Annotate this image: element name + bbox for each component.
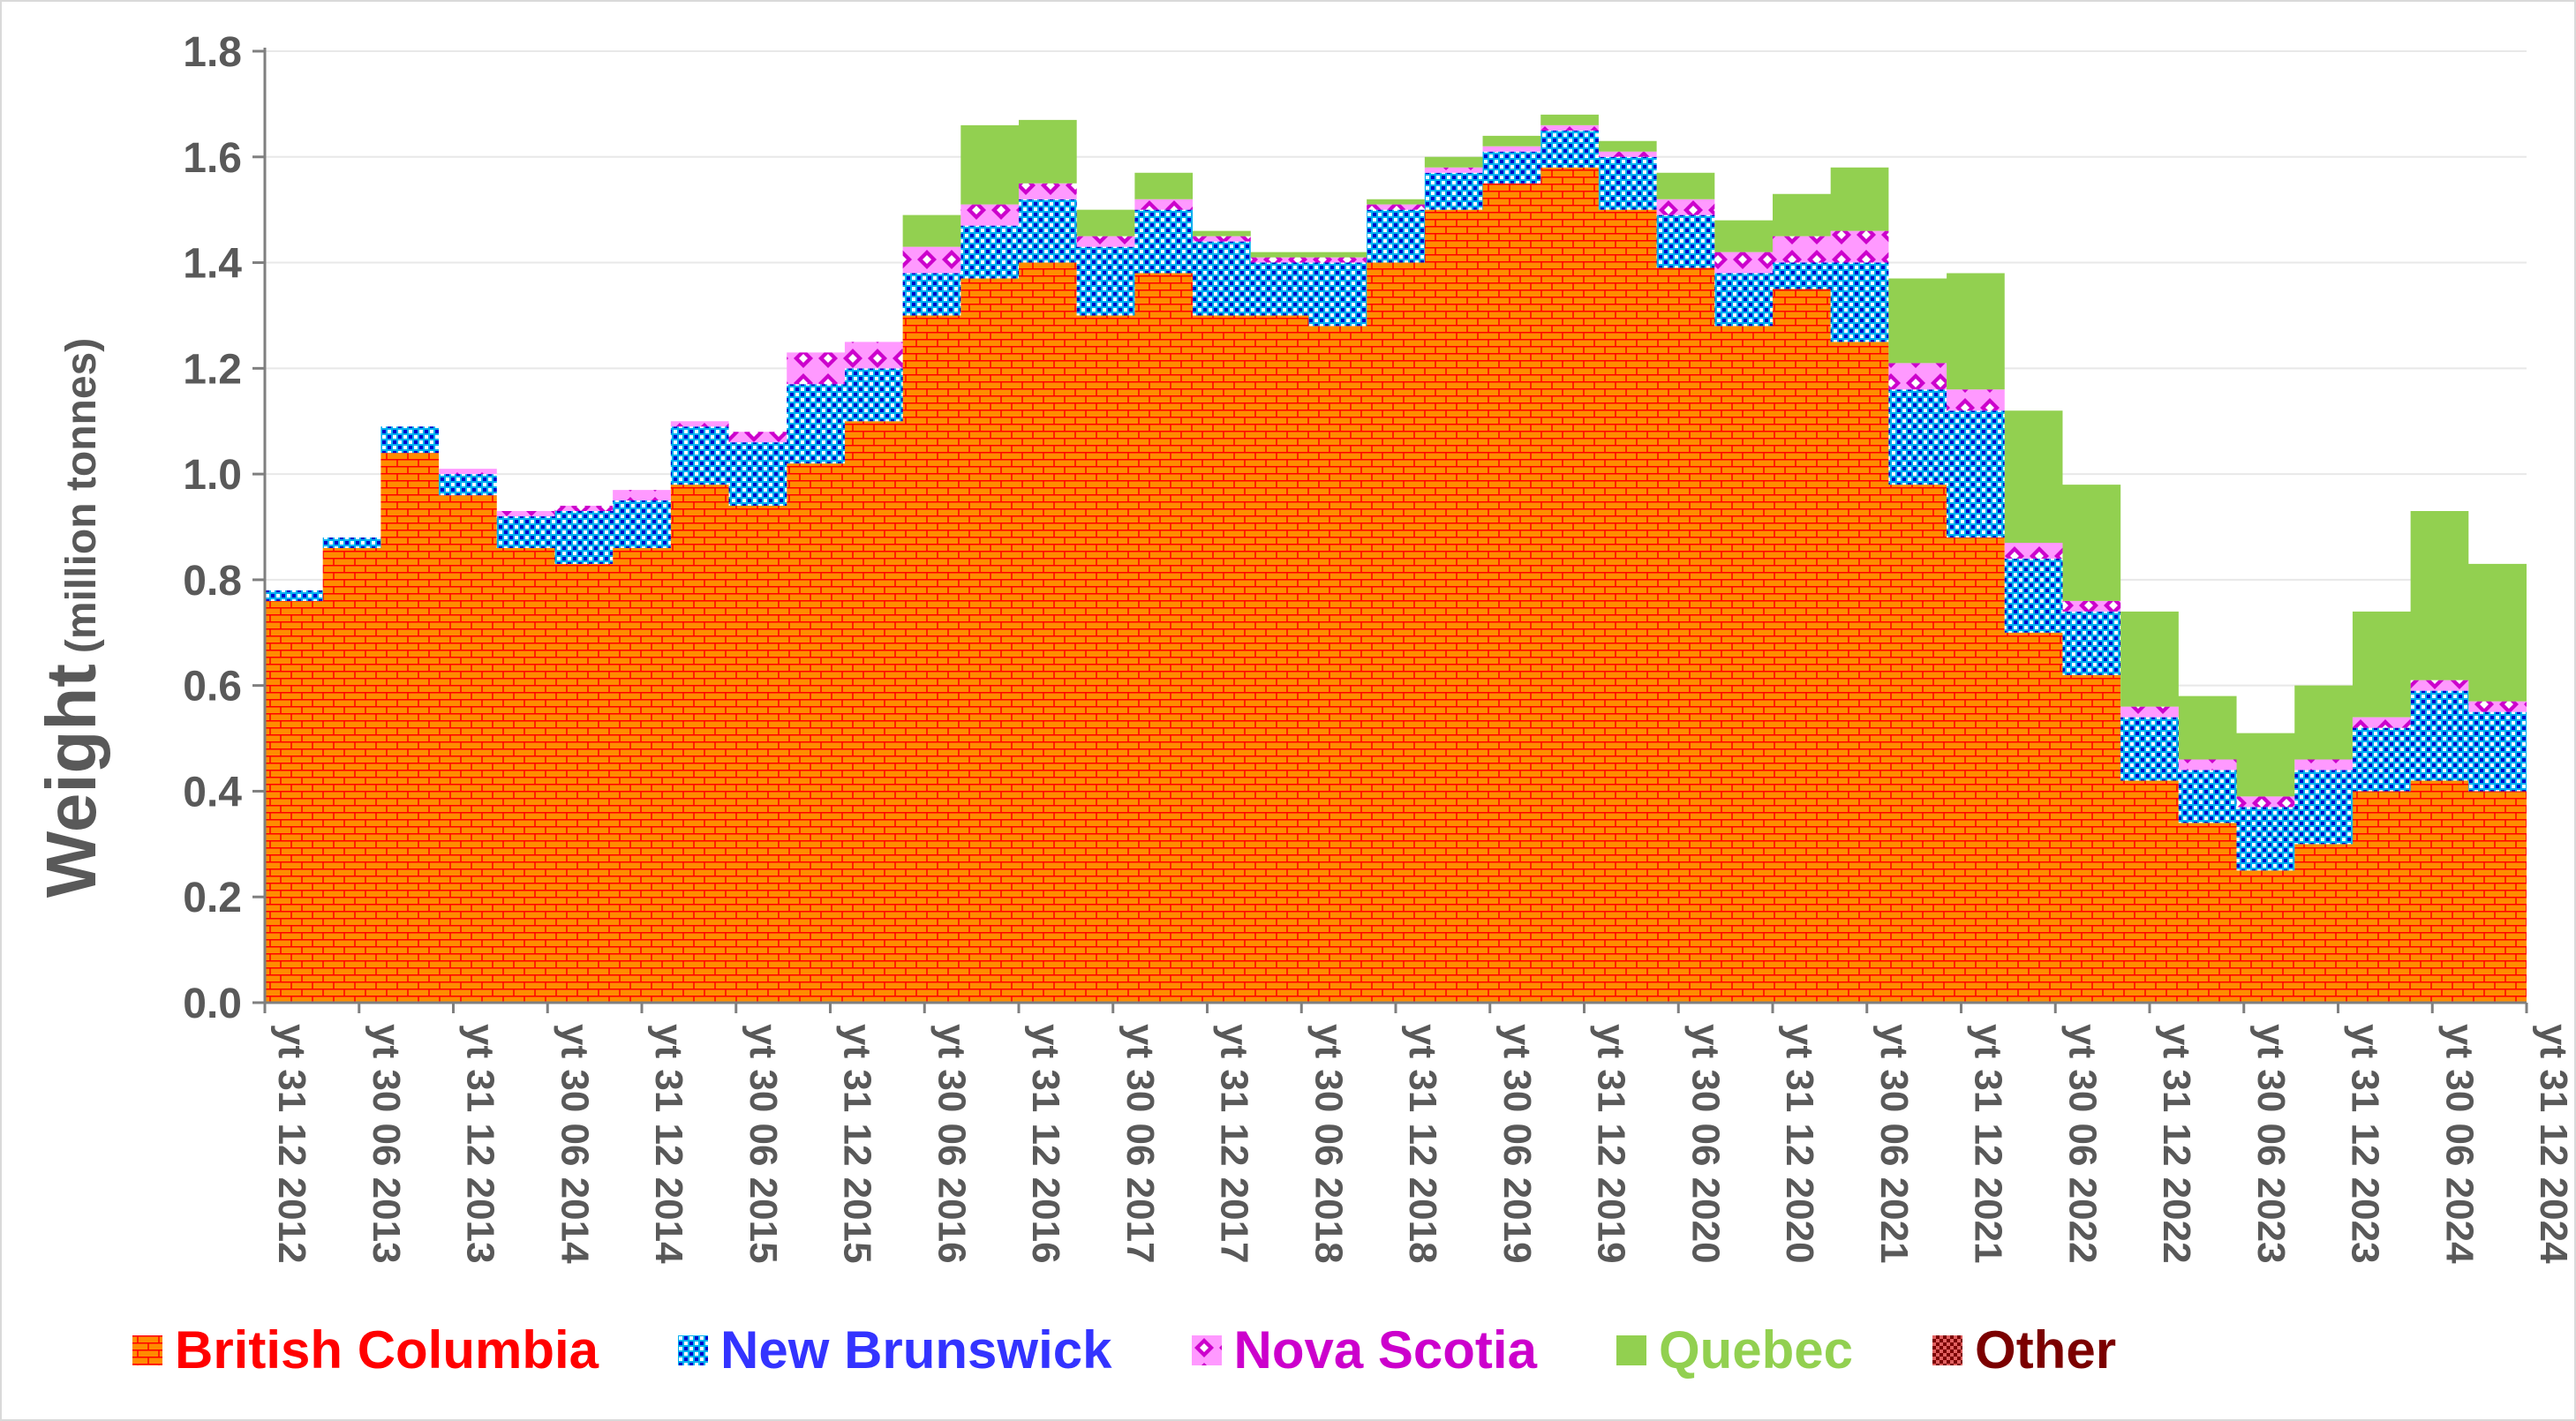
y-tick-label: 0.0 [183,981,242,1027]
x-tick-label: yt 31 12 2018 [1401,1024,1444,1264]
legend-label: Quebec [1658,1320,1854,1380]
series-area-british-columbia [265,167,2527,1003]
legend: British Columbia New Brunswick Nova Scotia… [132,1315,2472,1386]
x-tick-label: yt 30 06 2018 [1307,1024,1350,1264]
legend-swatch [1616,1335,1646,1365]
x-tick-label: yt 31 12 2021 [1967,1024,2010,1264]
y-tick-label: 1.2 [183,346,242,393]
x-tick-label: yt 30 06 2021 [1872,1024,1916,1264]
x-tick-label: yt 30 06 2015 [742,1024,785,1264]
x-tick-label: yt 31 12 2015 [836,1024,879,1264]
x-tick-label: yt 31 12 2019 [1590,1024,1633,1264]
x-tick-label: yt 31 12 2022 [2155,1024,2198,1264]
x-tick-label: yt 31 12 2013 [459,1024,502,1264]
x-tick-labels: yt 31 12 2012 yt 30 06 2013 yt 31 12 2013 y… [270,1024,2575,1264]
legend-label: British Columbia [175,1320,599,1380]
axes [252,48,2528,1013]
y-tick-label: 1.0 [183,452,242,499]
legend-swatch [1191,1335,1222,1365]
y-tick-label: 0.2 [183,875,242,921]
x-tick-label: yt 31 12 2023 [2344,1024,2387,1264]
x-tick-label: yt 31 12 2024 [2532,1024,2575,1264]
x-tick-label: yt 30 06 2013 [365,1024,408,1264]
series-areas [265,114,2527,1003]
y-tick-labels: 0.0 0.2 0.4 0.6 0.8 1.0 1.2 1.4 1.6 1.8 [183,29,242,1027]
x-tick-label: yt 30 06 2019 [1495,1024,1539,1264]
x-tick-label: yt 31 12 2014 [647,1024,690,1264]
x-tick-label: yt 30 06 2024 [2437,1024,2481,1264]
x-tick-label: yt 30 06 2022 [2060,1024,2104,1264]
y-tick-label: 1.6 [183,135,242,182]
legend-label: New Brunswick [720,1320,1112,1380]
y-tick-label: 0.8 [183,558,242,605]
legend-swatch [678,1335,709,1365]
series-area-new-brunswick [265,130,2527,871]
legend-swatch [132,1335,162,1365]
y-tick-label: 1.8 [183,29,242,76]
x-tick-label: yt 30 06 2020 [1683,1024,1727,1264]
x-tick-label: yt 31 12 2016 [1024,1024,1067,1264]
x-tick-label: yt 30 06 2016 [930,1024,973,1264]
legend-swatch [1932,1335,1963,1365]
y-tick-label: 1.4 [183,241,242,288]
y-axis-title-text: Weight (million tonnes) [32,338,110,898]
y-axis-title-main: Weight [32,664,110,898]
series-area-quebec [265,114,2527,797]
legend-item-quebec: Quebec [1616,1324,1853,1377]
x-tick-label: yt 31 12 2020 [1778,1024,1821,1264]
y-axis-title: Weight (million tonnes) [32,338,110,898]
x-tick-label: yt 30 06 2014 [553,1024,596,1264]
legend-item-british-columbia: British Columbia [132,1324,599,1377]
x-tick-label: yt 31 12 2012 [270,1024,313,1264]
legend-item-nova-scotia: Nova Scotia [1191,1320,1537,1380]
legend-item-other: Other [1932,1324,2116,1377]
x-tick-label: yt 31 12 2017 [1213,1024,1256,1264]
legend-label: Nova Scotia [1233,1320,1537,1380]
legend-item-new-brunswick: New Brunswick [678,1320,1112,1380]
y-axis-title-unit: (million tonnes) [58,338,105,653]
legend-label: Other [1975,1320,2117,1380]
x-tick-label: yt 30 06 2023 [2249,1024,2293,1264]
x-tick-label: yt 30 06 2017 [1119,1024,1162,1264]
y-tick-label: 0.6 [183,664,242,710]
y-tick-label: 0.4 [183,769,242,816]
